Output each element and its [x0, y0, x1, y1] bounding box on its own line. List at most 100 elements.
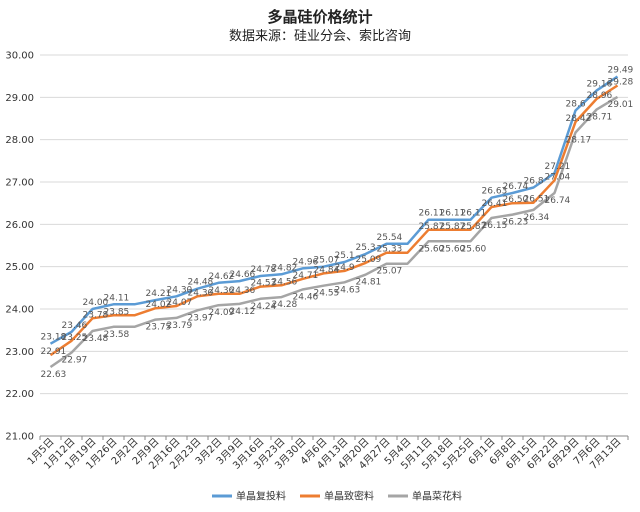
data-label: 23.97: [188, 313, 214, 323]
data-label: 24.00: [83, 298, 109, 308]
data-label: 24.96: [293, 257, 319, 267]
data-label: 23.25: [62, 333, 88, 343]
data-label: 25.87: [419, 222, 445, 232]
data-label: 24.28: [272, 300, 298, 310]
data-label: 25.60: [419, 244, 445, 254]
data-label: 25.87: [461, 222, 487, 232]
data-label: 25.07: [377, 267, 403, 277]
data-label: 24.36: [209, 286, 235, 296]
data-label: 24.78: [251, 265, 277, 275]
data-label: 24.62: [209, 272, 235, 282]
legend-label: 单晶致密料: [324, 490, 374, 503]
data-label: 24.84: [314, 265, 340, 275]
data-label: 25.54: [377, 233, 403, 243]
series-lines: [49, 75, 619, 369]
data-label: 28.96: [587, 91, 613, 101]
data-label: 25.09: [356, 255, 382, 265]
data-label: 28.42: [566, 114, 592, 124]
series-line-1: [49, 75, 619, 345]
data-label: 24.48: [188, 278, 214, 288]
data-label: 26.11: [419, 209, 445, 219]
series-line-3: [49, 95, 619, 369]
data-label: 24.56: [272, 277, 298, 287]
y-tick-label: 24.00: [5, 305, 34, 316]
series-line-2: [49, 84, 619, 357]
data-label: 24.36: [230, 286, 256, 296]
data-label: 25.1: [335, 251, 355, 261]
data-label: 23.75: [146, 323, 172, 333]
data-label: 28.71: [587, 113, 613, 123]
data-label: 26.34: [524, 213, 550, 223]
data-label: 27.21: [545, 162, 571, 172]
data-label: 23.48: [83, 334, 109, 344]
y-tick-label: 29.00: [5, 93, 34, 104]
y-tick-label: 21.00: [5, 432, 34, 443]
data-label: 23.78: [83, 310, 109, 320]
data-label: 26.63: [482, 187, 508, 197]
chart-title: 多晶硅价格统计: [267, 8, 372, 26]
data-label: 24.24: [251, 302, 277, 312]
data-label: 25.07: [314, 256, 340, 266]
y-tick-label: 25.00: [5, 262, 34, 273]
y-tick-label: 22.00: [5, 389, 34, 400]
y-tick-label: 23.00: [5, 347, 34, 358]
data-label: 24.02: [146, 300, 172, 310]
data-label: 28.6: [566, 99, 586, 109]
data-label: 26.51: [524, 195, 550, 205]
data-label: 26.15: [482, 221, 508, 231]
data-label: 23.18: [41, 333, 67, 343]
data-label: 26.74: [545, 196, 571, 206]
data-label: 24.9: [335, 263, 355, 273]
data-label: 26.11: [461, 209, 487, 219]
legend-label: 单晶菜花料: [412, 490, 462, 503]
data-label: 24.55: [314, 289, 340, 299]
data-label: 28.17: [566, 135, 592, 145]
data-label: 24.66: [230, 270, 256, 280]
data-label: 26.11: [440, 209, 466, 219]
data-label: 24.53: [251, 279, 277, 289]
data-label: 25.60: [440, 244, 466, 254]
data-label: 26.23: [503, 218, 529, 228]
y-tick-label: 28.00: [5, 135, 34, 146]
y-axis: 21.00 22.00 23.00 24.00 25.00 26.00 27.00 28.00…: [5, 51, 34, 443]
data-label: 24.21: [146, 289, 172, 299]
data-label: 26.41: [482, 199, 508, 209]
data-label: 29.16: [587, 80, 613, 90]
data-label: 22.97: [62, 356, 88, 366]
data-label: 24.82: [272, 263, 298, 273]
data-label: 23.58: [104, 330, 130, 340]
data-label: 23.46: [62, 321, 88, 331]
data-label: 24.81: [356, 278, 382, 288]
data-label: 24.09: [209, 308, 235, 318]
data-label: 27.04: [545, 172, 571, 182]
chart-subtitle: 数据来源：硅业分会、索比咨询: [229, 29, 411, 44]
grid-lines: [40, 54, 628, 437]
data-label: 29.01: [608, 100, 634, 110]
data-label: 25.87: [440, 222, 466, 232]
y-tick-label: 26.00: [5, 220, 34, 231]
legend: 单晶复投料 单晶致密料 单晶菜花料: [212, 490, 462, 503]
data-label: 25.60: [461, 244, 487, 254]
x-axis: 1月5日1月12日1月19日1月26日2月2日2月9日2月16日2月23日3月2…: [25, 435, 629, 472]
data-label: 24.30: [188, 288, 214, 298]
data-label: 24.07: [167, 298, 193, 308]
data-label: 29.49: [608, 66, 634, 76]
y-tick-label: 27.00: [5, 178, 34, 189]
data-label: 24.63: [335, 285, 361, 295]
data-label: 23.85: [104, 307, 130, 317]
data-label: 29.28: [608, 77, 634, 87]
data-label: 25.3: [356, 243, 376, 253]
data-label: 25.33: [377, 245, 403, 255]
data-label: 24.30: [167, 285, 193, 295]
data-label: 24.46: [293, 293, 319, 303]
data-label: 22.63: [41, 370, 67, 380]
legend-label: 单晶复投料: [236, 490, 286, 503]
data-label: 26.74: [503, 182, 529, 192]
data-label: 26.8: [524, 177, 544, 187]
data-label: 22.91: [41, 347, 67, 357]
y-tick-label: 30.00: [5, 51, 34, 62]
data-label: 24.12: [230, 307, 256, 317]
data-label: 26.50: [503, 195, 529, 205]
